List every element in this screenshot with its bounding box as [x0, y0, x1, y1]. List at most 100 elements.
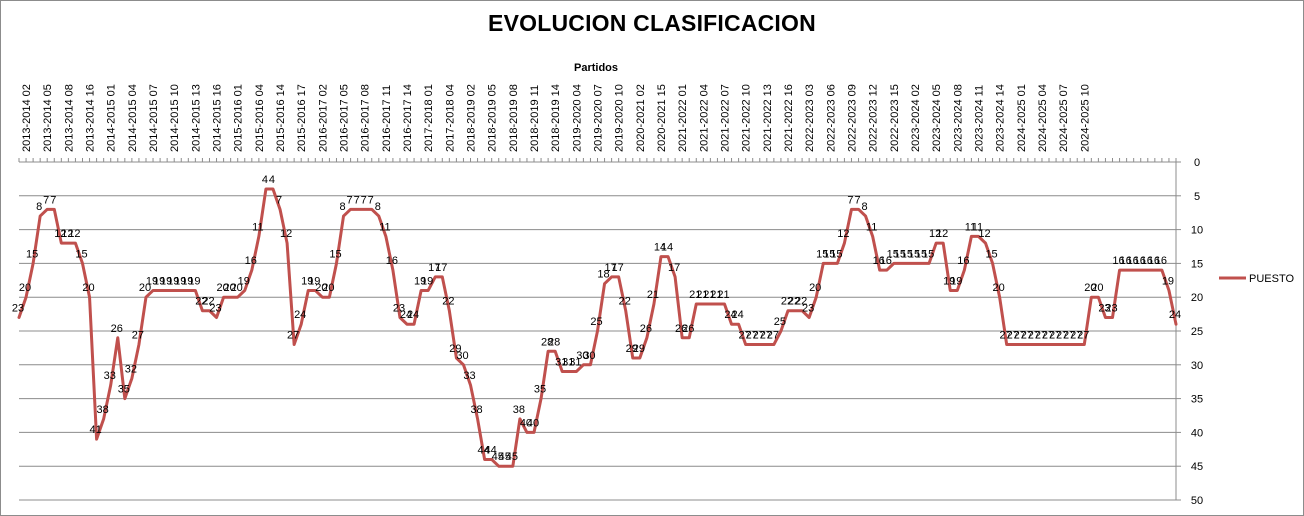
x-tick-label: 2013-2014 02: [21, 84, 33, 152]
data-label: 20: [231, 282, 243, 294]
data-label: 16: [873, 255, 885, 267]
data-label: 45: [499, 451, 511, 463]
data-label: 23: [1105, 302, 1117, 314]
x-tick-label: 2021-2022 07: [719, 84, 731, 152]
data-label: 24: [731, 309, 743, 321]
data-label: 27: [1035, 330, 1047, 342]
data-label: 44: [477, 444, 489, 456]
data-label: 20: [993, 282, 1005, 294]
data-label: 15: [922, 248, 934, 260]
data-label: 14: [661, 242, 673, 254]
data-label: 19: [153, 275, 165, 287]
data-label: 24: [294, 309, 306, 321]
data-label: 7: [368, 194, 374, 206]
data-label: 20: [216, 282, 228, 294]
data-label: 41: [89, 424, 101, 436]
y-tick-label: 25: [1191, 326, 1203, 338]
data-label: 16: [1134, 255, 1146, 267]
data-label: 27: [1028, 330, 1040, 342]
data-label: 22: [781, 296, 793, 308]
x-tick-label: 2018-2019 08: [508, 84, 520, 152]
data-label: 40: [527, 417, 539, 429]
legend[interactable]: PUESTO: [1219, 273, 1294, 285]
data-label: 8: [862, 201, 868, 213]
y-tick-label: 15: [1191, 258, 1203, 270]
x-tick-label: 2015-2016 17: [296, 84, 308, 152]
data-label: 38: [470, 404, 482, 416]
data-label: 26: [682, 323, 694, 335]
data-label: 19: [308, 275, 320, 287]
data-label: 21: [696, 289, 708, 301]
data-label: 44: [485, 444, 497, 456]
data-label: 15: [887, 248, 899, 260]
data-label: 11: [972, 221, 983, 233]
data-label: 15: [908, 248, 920, 260]
data-label: 27: [739, 330, 751, 342]
data-label: 29: [449, 343, 461, 355]
x-tick-label: 2018-2019 02: [466, 84, 478, 152]
data-label: 27: [753, 330, 765, 342]
x-tick-label: 2014-2015 07: [148, 84, 160, 152]
y-tick-label: 45: [1191, 461, 1203, 473]
data-label: 15: [985, 248, 997, 260]
data-label: 21: [647, 289, 659, 301]
data-label: 27: [1000, 330, 1012, 342]
data-label: 27: [746, 330, 758, 342]
data-label: 35: [534, 384, 546, 396]
data-label: 7: [854, 194, 860, 206]
x-tick-label: 2022-2023 03: [804, 84, 816, 152]
data-label: 4: [269, 174, 275, 186]
series-layer: [17, 187, 1178, 468]
data-label: 7: [347, 194, 353, 206]
data-label: 31: [555, 357, 567, 369]
y-tick-label: 40: [1191, 427, 1203, 439]
data-label: 16: [245, 255, 257, 267]
x-tick-label: 2013-2014 05: [42, 84, 54, 152]
data-label: 7: [276, 194, 282, 206]
x-tick-label: 2014-2015 10: [169, 84, 181, 152]
x-tick-label: 2014-2015 13: [190, 84, 202, 152]
data-label: 19: [943, 275, 955, 287]
data-label: 32: [125, 363, 137, 375]
data-label: 16: [1119, 255, 1131, 267]
data-label: 45: [506, 451, 518, 463]
x-tick-label: 2016-2017 02: [317, 84, 329, 152]
data-label: 19: [950, 275, 962, 287]
x-tick-label: 2021-2022 13: [762, 84, 774, 152]
data-label: 26: [111, 323, 123, 335]
x-tick-label: 2013-2014 08: [63, 84, 75, 152]
data-label: 27: [760, 330, 772, 342]
x-tick-label: 2018-2019 11: [529, 85, 541, 152]
data-label: 28: [548, 336, 560, 348]
x-tick-label: 2022-2023 06: [825, 84, 837, 152]
x-tick-label: 2021-2022 04: [698, 84, 710, 152]
data-label: 24: [724, 309, 736, 321]
data-label: 27: [1056, 330, 1068, 342]
x-tick-label: 2021-2022 10: [741, 84, 753, 152]
data-label: 16: [957, 255, 969, 267]
data-label: 20: [19, 282, 31, 294]
x-tick-label: 2022-2023 09: [846, 84, 858, 152]
data-label: 26: [675, 323, 687, 335]
data-label: 23: [1098, 302, 1110, 314]
x-tick-label: 2017-2018 01: [423, 84, 435, 152]
data-label: 16: [880, 255, 892, 267]
data-label: 12: [68, 228, 80, 240]
x-tick-label: 2015-2016 01: [233, 84, 245, 152]
x-tick-label: 2019-2020 04: [571, 84, 583, 152]
data-label: 16: [1127, 255, 1139, 267]
data-label: 11: [252, 221, 263, 233]
x-tick-label: 2023-2024 08: [952, 84, 964, 152]
data-label: 25: [590, 316, 602, 328]
data-label: 27: [1049, 330, 1061, 342]
data-label: 19: [181, 275, 193, 287]
data-label: 22: [795, 296, 807, 308]
data-label: 15: [915, 248, 927, 260]
data-label: 20: [315, 282, 327, 294]
data-label: 33: [104, 370, 116, 382]
data-label: 7: [847, 194, 853, 206]
data-label: 29: [633, 343, 645, 355]
y-tick-label: 20: [1191, 292, 1203, 304]
data-label: 17: [604, 262, 616, 274]
